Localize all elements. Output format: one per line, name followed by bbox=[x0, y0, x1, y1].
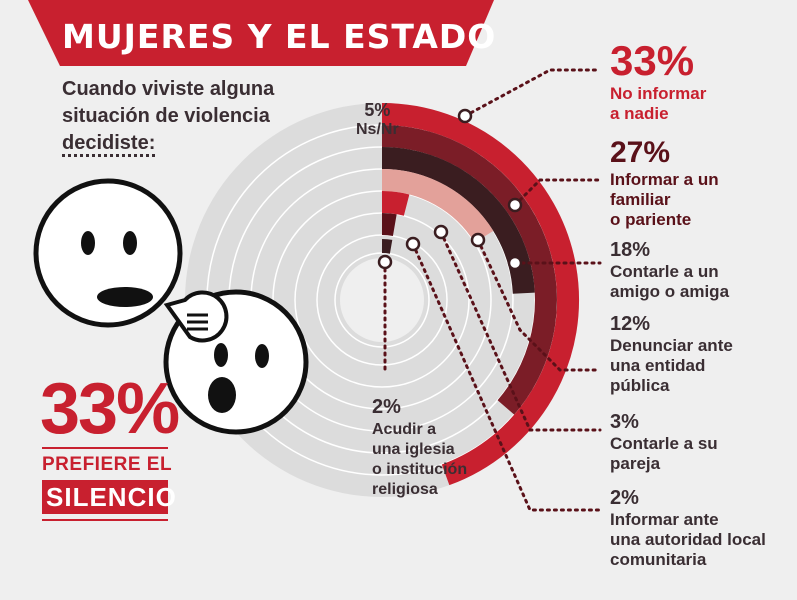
label-33-line-1: No informar bbox=[610, 84, 707, 103]
label-27-pct: 27% bbox=[610, 136, 671, 169]
label-nsnr-pct: 5% bbox=[364, 100, 391, 120]
leader-dot-3 bbox=[507, 255, 523, 271]
summary-percent: 33% bbox=[40, 369, 180, 449]
label-12-line-2: una entidad bbox=[610, 356, 706, 375]
label-2b-line-4: religiosa bbox=[372, 481, 438, 498]
label-nsnr: 5% Ns/Nr bbox=[356, 100, 399, 140]
label-2b-line-1: Acudir a bbox=[372, 421, 437, 438]
label-3: 3% Contarle a su pareja bbox=[610, 410, 718, 474]
label-27: 27% Informar a un familiar o pariente bbox=[610, 136, 719, 230]
label-2b: 2% Acudir a una iglesia o institución re… bbox=[372, 394, 467, 500]
leader-line-6 bbox=[411, 242, 602, 512]
label-2b-line-3: o institución bbox=[372, 461, 468, 478]
label-nsnr-line-1: Ns/Nr bbox=[356, 121, 399, 138]
label-2a-line-2: una autoridad local bbox=[610, 530, 766, 549]
leader-line-5 bbox=[439, 230, 602, 432]
bar-4 bbox=[381, 169, 494, 243]
label-33: 33% No informar a nadie bbox=[610, 38, 706, 124]
summary-line-1: PREFIERE EL bbox=[42, 454, 173, 475]
bar-1 bbox=[381, 103, 580, 486]
leader-line-2 bbox=[513, 178, 602, 207]
leader-lines bbox=[377, 68, 602, 512]
face-speaking-icon bbox=[33, 178, 183, 328]
label-27-line-2: familiar bbox=[610, 190, 671, 209]
label-18: 18% Contarle a un amigo o amiga bbox=[610, 238, 729, 302]
label-3-line-1: Contarle a su bbox=[610, 434, 718, 453]
label-12-line-3: pública bbox=[610, 376, 670, 395]
label-3-pct: 3% bbox=[610, 411, 639, 433]
question: Cuando viviste alguna situación de viole… bbox=[62, 76, 352, 157]
bar-6 bbox=[381, 213, 397, 236]
grey-ring-divider bbox=[294, 212, 470, 388]
summary-line-2: SILENCIO bbox=[46, 482, 177, 512]
question-line-3: decidiste: bbox=[62, 132, 156, 157]
label-18-line-2: amigo o amiga bbox=[610, 282, 730, 301]
bar-5 bbox=[381, 190, 410, 216]
label-2b-line-2: una iglesia bbox=[372, 441, 455, 458]
summary-band bbox=[42, 480, 168, 514]
label-2a-line-1: Informar ante bbox=[610, 510, 719, 529]
label-2a-pct: 2% bbox=[610, 487, 639, 509]
bar-7 bbox=[381, 239, 393, 254]
summary-rule-bottom bbox=[42, 519, 168, 521]
label-12: 12% Denunciar ante una entidad pública bbox=[610, 312, 733, 396]
label-33-line-2: a nadie bbox=[610, 104, 669, 123]
label-2a: 2% Informar ante una autoridad local com… bbox=[610, 486, 766, 570]
label-3-line-2: pareja bbox=[610, 454, 661, 473]
summary-rule-top bbox=[42, 447, 168, 449]
label-18-line-1: Contarle a un bbox=[610, 262, 719, 281]
label-27-line-1: Informar a un bbox=[610, 170, 719, 189]
leader-line-4 bbox=[476, 238, 602, 372]
center-hole bbox=[340, 258, 424, 342]
speech-bubble-icon bbox=[163, 290, 229, 343]
label-27-line-3: o pariente bbox=[610, 210, 692, 229]
leader-dot-2 bbox=[507, 197, 523, 213]
title-banner bbox=[28, 0, 494, 66]
label-2a-line-3: comunitaria bbox=[610, 550, 707, 569]
label-18-pct: 18% bbox=[610, 239, 651, 261]
bar-2 bbox=[381, 125, 557, 415]
leader-line-1 bbox=[463, 68, 602, 118]
leader-dot-7 bbox=[377, 254, 393, 270]
leader-dot-4 bbox=[470, 232, 486, 248]
label-12-line-1: Denunciar ante bbox=[610, 336, 733, 355]
question-line-1: Cuando viviste alguna bbox=[62, 78, 275, 100]
label-33-pct: 33% bbox=[610, 37, 695, 84]
label-12-pct: 12% bbox=[610, 313, 651, 335]
leader-dot-1 bbox=[457, 108, 473, 124]
question-line-2: situación de violencia bbox=[62, 105, 270, 127]
leader-dot-5 bbox=[433, 224, 449, 240]
label-2b-pct: 2% bbox=[372, 396, 401, 418]
leader-dot-6 bbox=[405, 236, 421, 252]
page-title: MUJERES Y EL ESTADO bbox=[62, 17, 496, 56]
